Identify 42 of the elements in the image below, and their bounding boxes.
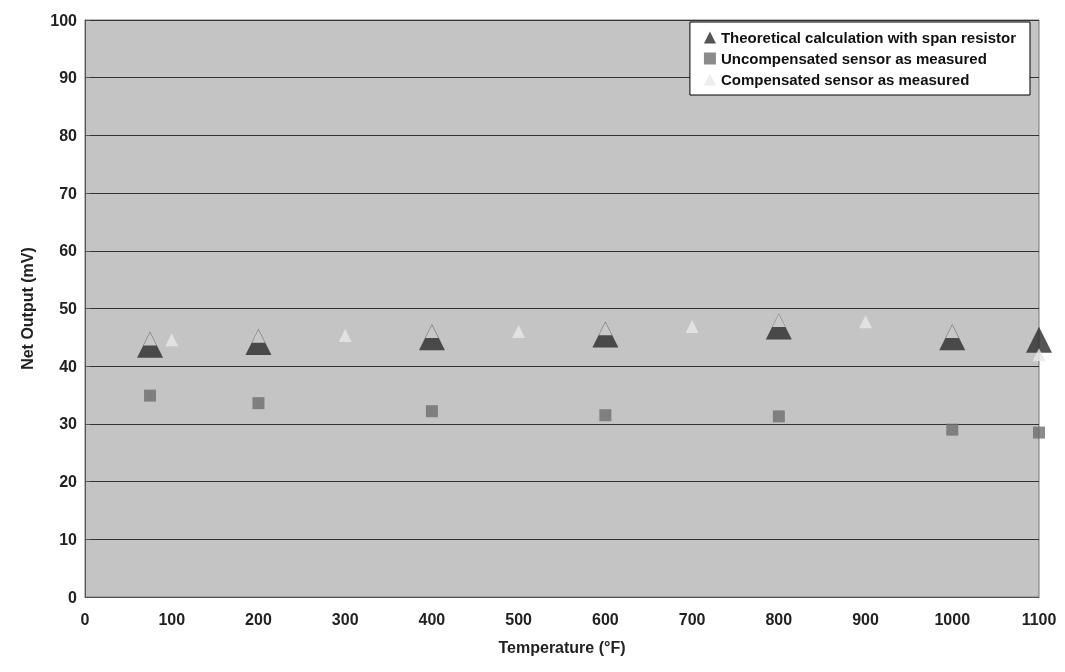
point — [599, 409, 612, 422]
point — [1026, 326, 1052, 353]
y-tick-label: 80 — [59, 126, 78, 144]
x-tick-label: 0 — [80, 610, 90, 628]
x-tick-label: 600 — [592, 610, 619, 628]
point — [425, 405, 438, 418]
y-tick-label: 20 — [59, 473, 78, 491]
x-axis-title: Temperature (°F) — [498, 638, 626, 656]
x-tick-label: 1000 — [934, 610, 971, 628]
legend-label: Compensated sensor as measured — [720, 71, 970, 88]
x-tick-label: 700 — [678, 610, 706, 628]
y-tick-label: 10 — [59, 530, 78, 548]
point — [946, 423, 959, 436]
y-tick-label: 90 — [59, 69, 78, 87]
point — [144, 389, 157, 402]
point — [252, 397, 265, 410]
x-tick-label: 300 — [331, 610, 359, 628]
x-tick-label: 500 — [505, 610, 533, 628]
point — [165, 333, 179, 347]
legend-label: Uncompensated sensor as measured — [720, 50, 987, 67]
point — [338, 329, 352, 343]
x-tick-label: 100 — [158, 610, 186, 628]
point — [859, 315, 873, 329]
point — [1033, 426, 1045, 439]
x-tick-label: 900 — [852, 610, 879, 628]
y-tick-label: 50 — [59, 300, 78, 317]
x-tick-label: 200 — [245, 610, 272, 628]
point — [512, 325, 526, 339]
x-tick-label: 1100 — [1021, 610, 1057, 628]
y-tick-label: 60 — [59, 242, 78, 260]
y-tick-label: 0 — [68, 588, 78, 606]
point — [772, 410, 785, 423]
x-tick-label: 800 — [765, 610, 793, 628]
y-axis-title: Net Output (mV) — [18, 247, 36, 370]
y-tick-label: 30 — [59, 415, 78, 433]
y-tick-label: 100 — [50, 11, 78, 29]
point — [685, 319, 699, 333]
legend-label: Theoretical calculation with span resistor — [720, 29, 1017, 46]
y-tick-label: 70 — [59, 184, 78, 202]
y-tick-label: 40 — [59, 357, 78, 375]
x-tick-label: 400 — [418, 610, 446, 628]
point — [1032, 348, 1046, 362]
